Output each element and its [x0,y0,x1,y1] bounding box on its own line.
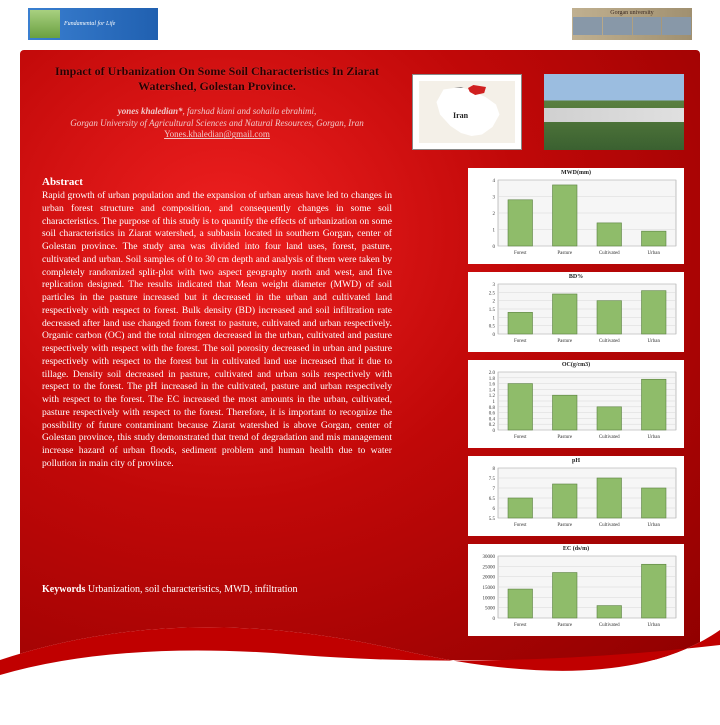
svg-text:Forest: Forest [514,339,527,344]
svg-text:0: 0 [493,429,496,434]
svg-text:Pasture: Pasture [557,435,573,440]
svg-text:Urban: Urban [648,623,661,628]
svg-text:1: 1 [493,400,496,405]
map-label: Iran [453,111,468,120]
svg-text:3: 3 [493,196,496,201]
svg-text:1.6: 1.6 [489,383,496,388]
svg-text:0.5: 0.5 [489,325,496,330]
chart-oc: OC(g/cm3)00.20.40.60.811.21.41.61.82.0Fo… [468,360,684,448]
svg-text:1.2: 1.2 [489,394,496,399]
svg-text:Forest: Forest [514,523,527,528]
svg-text:Urban: Urban [648,251,661,256]
university-logo: Gorgan university [572,8,692,40]
svg-text:0.2: 0.2 [489,423,496,428]
iran-map: Iran [412,74,522,150]
svg-text:7.5: 7.5 [489,477,496,482]
svg-text:6: 6 [493,507,496,512]
svg-text:0: 0 [493,617,496,622]
svg-text:3: 3 [493,283,496,288]
svg-text:20000: 20000 [483,576,496,581]
svg-text:0: 0 [493,245,496,250]
svg-text:2: 2 [493,300,496,305]
svg-text:10000: 10000 [483,596,496,601]
svg-text:4: 4 [493,179,496,184]
keywords-line: Keywords Urbanization, soil characterist… [42,584,392,595]
affiliation: Gorgan University of Agricultural Scienc… [70,118,364,128]
svg-text:5.5: 5.5 [489,517,496,522]
chart-mwd: MWD(mm)01234ForestPastureCultivatedUrban [468,168,684,264]
co-authors: , farshad kiani and sohaila ebrahimi, [183,106,317,116]
email-link[interactable]: Yones.khaledian@gmail.com [164,129,270,139]
svg-text:0: 0 [493,333,496,338]
chart-ph: pH5.566.577.58ForestPastureCultivatedUrb… [468,456,684,536]
svg-text:1: 1 [493,316,496,321]
landscape-photo [544,74,684,150]
conference-logo: Fundamental for Life [28,8,158,40]
svg-text:0.8: 0.8 [489,406,496,411]
svg-text:Cultivated: Cultivated [599,623,620,628]
svg-text:Forest: Forest [514,435,527,440]
svg-text:5000: 5000 [485,607,496,612]
svg-text:0.6: 0.6 [489,412,496,417]
svg-text:0.4: 0.4 [489,417,496,422]
lead-author: yones khaledian* [118,106,183,116]
svg-text:Pasture: Pasture [557,251,573,256]
svg-text:Forest: Forest [514,251,527,256]
svg-text:Pasture: Pasture [557,339,573,344]
svg-text:30000: 30000 [483,555,496,560]
svg-text:Pasture: Pasture [557,623,573,628]
abstract-text: Rapid growth of urban population and the… [42,190,392,471]
svg-text:1: 1 [493,229,496,234]
svg-text:Cultivated: Cultivated [599,251,620,256]
svg-text:Forest: Forest [514,623,527,628]
svg-text:1.8: 1.8 [489,377,496,382]
svg-text:Cultivated: Cultivated [599,435,620,440]
svg-text:2: 2 [493,212,496,217]
svg-text:Urban: Urban [648,523,661,528]
svg-text:Cultivated: Cultivated [599,339,620,344]
svg-text:25000: 25000 [483,565,496,570]
chart-bd: BD%00.511.522.53ForestPastureCultivatedU… [468,272,684,352]
svg-text:8: 8 [493,467,496,472]
svg-text:15000: 15000 [483,586,496,591]
abstract-heading: Abstract [42,176,83,188]
svg-text:Cultivated: Cultivated [599,523,620,528]
svg-text:Urban: Urban [648,339,661,344]
svg-text:2.0: 2.0 [489,371,496,376]
chart-ec: EC (ds/m)050001000015000200002500030000F… [468,544,684,636]
logo-right-text: Gorgan university [572,8,692,16]
svg-text:1.5: 1.5 [489,308,496,313]
logo-left-text: Fundamental for Life [64,21,115,28]
svg-text:Pasture: Pasture [557,523,573,528]
poster-title: Impact of Urbanization On Some Soil Char… [42,64,392,94]
svg-text:Urban: Urban [648,435,661,440]
svg-text:7: 7 [493,487,496,492]
svg-text:1.4: 1.4 [489,388,496,393]
svg-text:2.5: 2.5 [489,291,496,296]
svg-text:6.5: 6.5 [489,497,496,502]
authors-block: yones khaledian*, farshad kiani and soha… [42,106,392,141]
